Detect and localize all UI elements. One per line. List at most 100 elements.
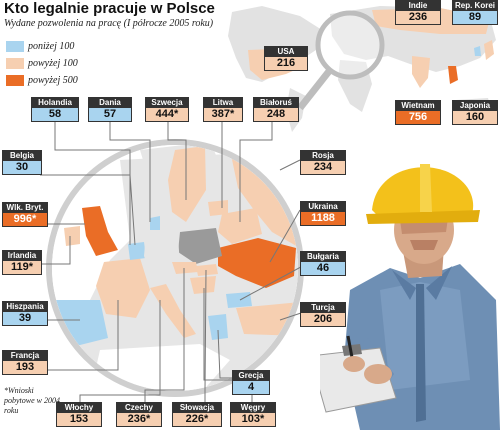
country-value: 119* [2, 261, 42, 275]
country-name: Indie [395, 0, 441, 11]
country-name: Wietnam [395, 100, 441, 111]
country-value: 58 [31, 108, 79, 122]
uk-shape [82, 206, 118, 256]
country-name: Ukraina [300, 201, 346, 212]
japan-area [484, 40, 494, 60]
country-value: 193 [2, 361, 48, 375]
slovakia-shape [196, 264, 218, 276]
label-irlandia: Irlandia 119* [2, 250, 42, 275]
country-value: 46 [300, 262, 346, 276]
label-grecja: Grecja 4 [232, 370, 270, 395]
legend-swatch-light-blue [6, 41, 24, 53]
country-name: Słowacja [172, 402, 222, 413]
label-hiszpania: Hiszpania 39 [2, 301, 48, 326]
country-name: Irlandia [2, 250, 42, 261]
denmark-shape [150, 216, 160, 230]
label-indie: Indie 236 [395, 0, 441, 25]
legend-swatch-orange [6, 75, 24, 87]
country-name: Szwecja [145, 97, 189, 108]
country-value: 160 [452, 111, 498, 125]
label-wlochy: Włochy 153 [56, 402, 102, 427]
country-name: Francja [2, 350, 48, 361]
label-bialorus: Białoruś 248 [253, 97, 299, 122]
label-holandia: Holandia 58 [31, 97, 79, 122]
czech-shape [172, 262, 198, 274]
france-shape [96, 258, 150, 318]
belarus-shape [218, 208, 262, 244]
country-name: Belgia [2, 150, 42, 161]
label-dania: Dania 57 [88, 97, 132, 122]
country-name: Hiszpania [2, 301, 48, 312]
country-value: 4 [232, 381, 270, 395]
country-name: Turcja [300, 302, 346, 313]
country-value: 226* [172, 413, 222, 427]
worker-illustration [320, 164, 500, 430]
label-turcja: Turcja 206 [300, 302, 346, 327]
legend-label: powyżej 100 [28, 58, 78, 70]
korea-area [474, 46, 481, 56]
country-value: 103* [230, 413, 276, 427]
country-name: Rep. Korei [452, 0, 498, 11]
sweden-shape [168, 146, 206, 222]
country-name: Holandia [31, 97, 79, 108]
country-value: 234 [300, 161, 346, 175]
country-name: Wlk. Bryt. [2, 202, 48, 213]
country-name: Bułgaria [300, 251, 346, 262]
legend-swatch-peach [6, 58, 24, 70]
country-name: Czechy [116, 402, 162, 413]
country-value: 444* [145, 108, 189, 122]
label-slowacja: Słowacja 226* [172, 402, 222, 427]
label-francja: Francja 193 [2, 350, 48, 375]
country-name: Grecja [232, 370, 270, 381]
country-value: 30 [2, 161, 42, 175]
label-szwecja: Szwecja 444* [145, 97, 189, 122]
bulgaria-shape [226, 292, 252, 308]
country-name: Białoruś [253, 97, 299, 108]
label-rosja: Rosja 234 [300, 150, 346, 175]
country-name: Litwa [203, 97, 243, 108]
country-name: Japonia [452, 100, 498, 111]
india-area [412, 56, 430, 88]
country-name: Dania [88, 97, 132, 108]
country-value: 248 [253, 108, 299, 122]
country-value: 756 [395, 111, 441, 125]
label-rep-korei: Rep. Korei 89 [452, 0, 498, 25]
label-wlk-bryt: Wlk. Bryt. 996* [2, 202, 48, 227]
europe-map [46, 139, 304, 397]
vietnam-area [448, 66, 458, 84]
country-value: 996* [2, 213, 48, 227]
poland-shape [178, 228, 222, 264]
country-value: 39 [2, 312, 48, 326]
greece-shape [208, 314, 228, 340]
country-value: 387* [203, 108, 243, 122]
infographic-subtitle: Wydane pozwolenia na pracę (I półrocze 2… [4, 18, 214, 29]
legend-item-below-100: poniżej 100 [6, 38, 74, 56]
label-wegry: Węgry 103* [230, 402, 276, 427]
legend-label: poniżej 100 [28, 41, 75, 53]
country-value: 153 [56, 413, 102, 427]
benelux-shape [128, 242, 146, 260]
hungary-shape [190, 276, 216, 294]
country-value: 236 [395, 11, 441, 25]
country-name: Włochy [56, 402, 102, 413]
country-value: 57 [88, 108, 132, 122]
footnote: *Wnioski pobytowe w 2004 roku [4, 386, 60, 415]
country-value: 236* [116, 413, 162, 427]
label-ukraina: Ukraina 1188 [300, 201, 346, 226]
germany-shape [144, 234, 180, 272]
label-litwa: Litwa 387* [203, 97, 243, 122]
legend-item-above-500: powyżej 500 [6, 72, 78, 90]
country-value: 89 [452, 11, 498, 25]
label-japonia: Japonia 160 [452, 100, 498, 125]
country-value: 1188 [300, 212, 346, 226]
ireland-shape [64, 226, 80, 246]
label-czechy: Czechy 236* [116, 402, 162, 427]
label-bulgaria: Bułgaria 46 [300, 251, 346, 276]
infographic-title: Kto legalnie pracuje w Polsce [4, 0, 215, 17]
country-name: USA [264, 46, 308, 57]
legend-item-above-100: powyżej 100 [6, 55, 78, 73]
lithuania-shape [208, 200, 228, 216]
magnifier-handle [297, 67, 333, 111]
country-name: Rosja [300, 150, 346, 161]
